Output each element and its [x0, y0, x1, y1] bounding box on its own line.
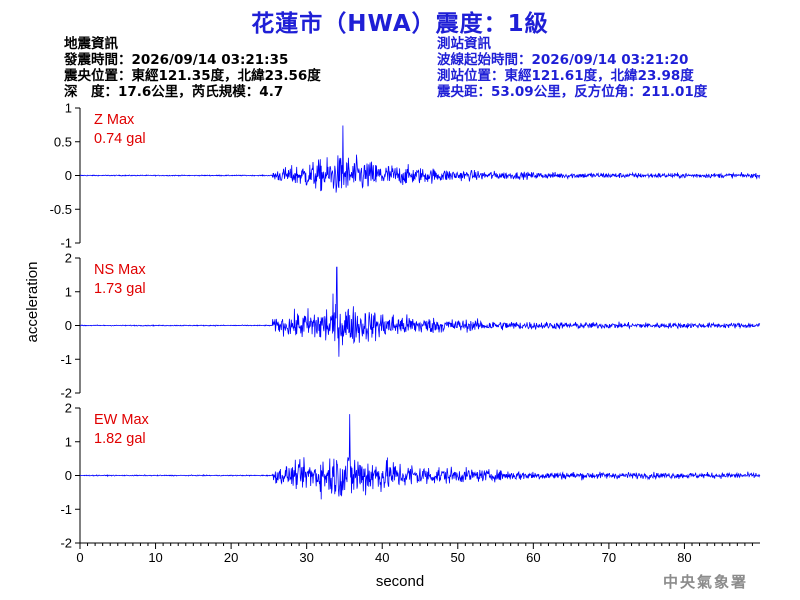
x-tick-label: 60 — [526, 550, 540, 565]
station-info-block: 測站資訊 波線起始時間：2026/09/14 03:21:20 測站位置：東經1… — [437, 36, 707, 100]
max-label-z: Z Max — [94, 112, 135, 128]
y-tick-label: 1 — [65, 101, 72, 116]
max-value-ew: 1.82 gal — [94, 431, 146, 447]
x-tick-label: 40 — [375, 550, 389, 565]
x-axis-label: second — [376, 573, 424, 590]
max-value-ns: 1.73 gal — [94, 281, 146, 297]
y-tick-label: -2 — [60, 386, 72, 401]
epicentral-distance: 震央距：53.09公里，反方位角：211.01度 — [437, 84, 708, 100]
depth-magnitude: 深 度：17.6公里，芮氏規模：4.7 — [64, 84, 284, 100]
waveform-z — [80, 125, 761, 193]
max-label-ns: NS Max — [94, 262, 146, 278]
x-tick-label: 0 — [76, 550, 83, 565]
origin-time: 發震時間：2026/09/14 03:21:35 — [64, 52, 289, 68]
x-tick-label: 30 — [299, 550, 313, 565]
station-intensity-title: 花蓮市（HWA）震度：1級 — [251, 11, 549, 37]
y-tick-label: 0 — [65, 468, 72, 483]
earthquake-info-block: 地震資訊 發震時間：2026/09/14 03:21:35 震央位置：東經121… — [64, 36, 321, 100]
earthquake-info-heading: 地震資訊 — [64, 36, 118, 52]
x-tick-label: 20 — [224, 550, 238, 565]
waveform-ns — [79, 266, 761, 357]
waveform-start-time: 波線起始時間：2026/09/14 03:21:20 — [437, 52, 689, 68]
x-tick-label: 50 — [451, 550, 465, 565]
max-label-ew: EW Max — [94, 412, 150, 428]
station-info-heading: 測站資訊 — [437, 36, 491, 52]
station-location: 測站位置：東經121.61度，北緯23.98度 — [437, 68, 694, 84]
x-tick-label: 10 — [148, 550, 162, 565]
y-tick-label: 0 — [65, 318, 72, 333]
max-value-z: 0.74 gal — [94, 131, 146, 147]
epicenter-location: 震央位置：東經121.35度，北緯23.56度 — [64, 68, 321, 84]
waveform-ew — [79, 414, 761, 500]
x-tick-label: 80 — [677, 550, 691, 565]
x-tick-label: 70 — [602, 550, 616, 565]
y-tick-label: 2 — [65, 251, 72, 266]
y-tick-label: 0.5 — [54, 134, 72, 149]
y-tick-label: -0.5 — [50, 202, 72, 217]
y-tick-label: -1 — [60, 502, 72, 517]
y-tick-label: 1 — [65, 434, 72, 449]
y-tick-label: 0 — [65, 168, 72, 183]
y-axis-label: acceleration — [24, 262, 41, 343]
agency-credit: 中央氣象署 — [662, 573, 748, 591]
y-tick-label: -2 — [60, 536, 72, 551]
y-tick-label: -1 — [60, 352, 72, 367]
y-tick-label: 1 — [65, 284, 72, 299]
y-tick-label: -1 — [60, 236, 72, 251]
y-tick-label: 2 — [65, 401, 72, 416]
